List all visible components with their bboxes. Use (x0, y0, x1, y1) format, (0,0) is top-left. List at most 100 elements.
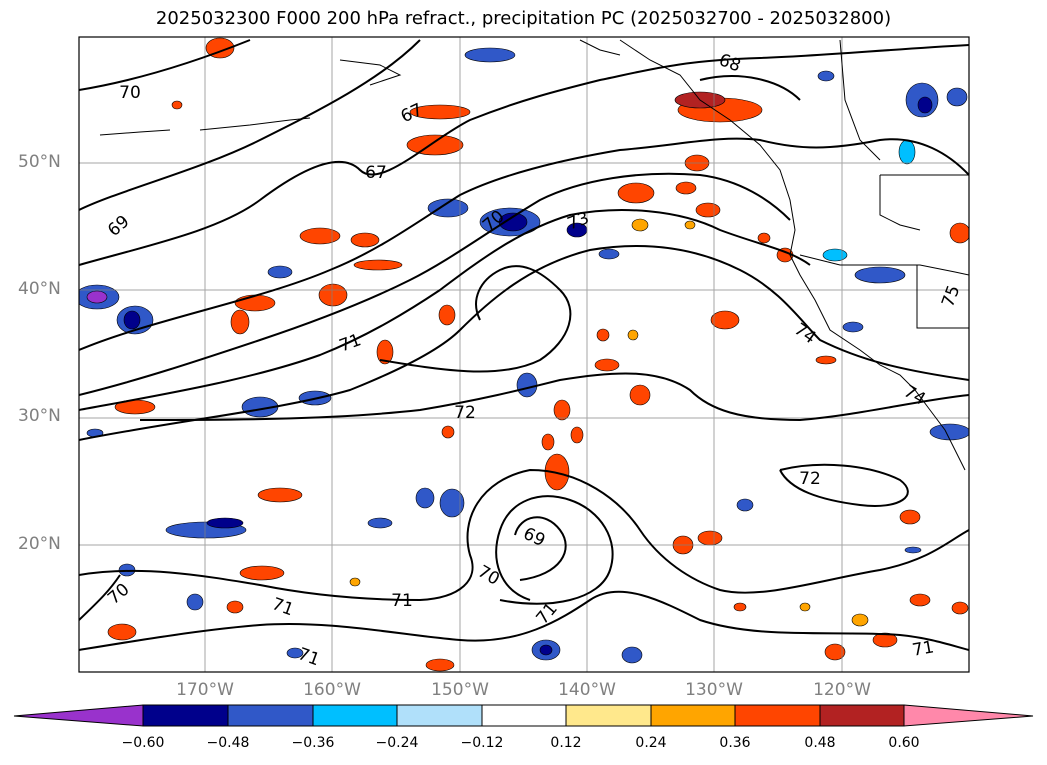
precip-blob (949, 222, 969, 244)
precip-blob (350, 232, 380, 248)
precip-blob (898, 139, 916, 165)
precip-blob (539, 644, 553, 656)
colorbar-tick: −0.36 (291, 735, 335, 751)
precip-blob (439, 488, 465, 518)
lat-label: 40°N (18, 279, 61, 299)
precip-blob (376, 339, 394, 365)
precip-blob (406, 134, 464, 156)
precip-blob (695, 202, 721, 218)
precip-blob (318, 283, 348, 307)
colorbar-extend-low (13, 704, 144, 727)
contour-label: 67 (398, 100, 426, 127)
precip-blob (917, 96, 933, 114)
contour-label: 68 (716, 50, 743, 76)
precip-blob (799, 602, 811, 612)
colorbar-extend-high (903, 704, 1034, 727)
lon-label: 150°W (431, 680, 489, 700)
precip-blob (286, 647, 304, 659)
lon-label: 120°W (813, 680, 871, 700)
precip-negative-areas (79, 47, 969, 664)
contour-label: 69 (104, 212, 133, 241)
precip-blob (409, 104, 471, 120)
precip-blob (299, 227, 341, 245)
precip-blob (464, 47, 516, 63)
precip-blob (710, 310, 740, 330)
colorbar-swatch (481, 704, 567, 727)
precip-blob (842, 321, 864, 333)
precip-blob (234, 294, 276, 312)
coastlines (99, 39, 969, 471)
colorbar-swatch (227, 704, 314, 727)
contour-label: 70 (119, 83, 141, 103)
precip-blob (909, 593, 931, 607)
precip-blob (929, 423, 969, 441)
lat-label: 50°N (18, 152, 61, 172)
colorbar (13, 704, 1034, 727)
colorbar-swatch (734, 704, 821, 727)
precip-blob (596, 328, 610, 342)
contour-label: 71 (295, 644, 322, 670)
precip-blob (822, 248, 848, 262)
colorbar-swatch (650, 704, 736, 727)
precip-blob (899, 509, 921, 525)
precip-blob (226, 600, 244, 614)
precip-blob (171, 100, 183, 110)
precip-blob (239, 565, 285, 581)
precip-blob (438, 304, 456, 326)
contour-label: 71 (337, 330, 364, 356)
lon-label: 170°W (176, 680, 234, 700)
precip-blob (206, 517, 244, 529)
map-frame (78, 36, 970, 673)
precip-blob (733, 602, 747, 612)
precip-blob (697, 530, 723, 546)
precip-blob (267, 265, 293, 279)
precip-blob (675, 181, 697, 195)
contour-label: 70 (104, 580, 133, 609)
precip-blob (541, 433, 555, 451)
contour-label: 71 (911, 637, 936, 660)
colorbar-swatch (142, 704, 229, 727)
colorbar-tick: −0.12 (460, 735, 504, 751)
precip-blob (851, 613, 869, 627)
precip-positive-areas (107, 37, 969, 672)
refractivity-contours (79, 39, 969, 651)
graticule (79, 37, 969, 672)
precip-blob (367, 517, 393, 529)
precip-blob (629, 384, 651, 406)
precip-blob (86, 290, 108, 304)
precip-blob (425, 658, 455, 672)
precip-blob (872, 632, 898, 648)
contour-label: 72 (799, 469, 821, 489)
precip-blob (824, 643, 846, 661)
colorbar-tick: −0.60 (121, 735, 165, 751)
precip-blob (186, 593, 204, 611)
precip-blob (441, 425, 455, 439)
precip-blob (230, 309, 250, 335)
precip-blob (570, 426, 584, 444)
precip-blob (257, 487, 303, 503)
contour-label: 72 (454, 403, 476, 423)
precip-blob (617, 182, 655, 204)
precip-blob (415, 487, 435, 509)
precip-blob (498, 212, 528, 232)
precip-blob (621, 646, 643, 664)
lon-label: 160°W (303, 680, 361, 700)
contour-label: 71 (391, 591, 413, 611)
precip-blob (854, 266, 906, 284)
contour-label: 75 (938, 283, 964, 310)
precip-blob (107, 623, 137, 641)
precip-blob (516, 372, 538, 398)
lon-label: 140°W (558, 680, 616, 700)
precip-blob (817, 70, 835, 82)
precip-blob (684, 220, 696, 230)
precip-blob (904, 546, 922, 554)
colorbar-tick: 0.12 (550, 735, 582, 751)
colorbar-tick: −0.48 (206, 735, 250, 751)
colorbar-tick: 0.24 (635, 735, 667, 751)
colorbar-swatch (396, 704, 483, 727)
colorbar-tick: −0.24 (375, 735, 419, 751)
precip-blob (946, 87, 968, 107)
precip-blob (594, 358, 620, 372)
contour-label: 71 (269, 594, 296, 620)
